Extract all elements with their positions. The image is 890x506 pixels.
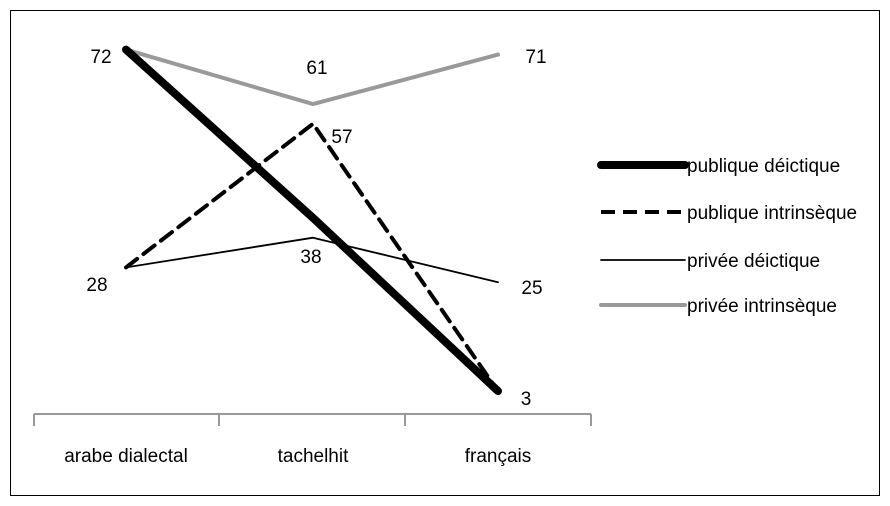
data-label: 28 (86, 275, 107, 296)
data-labels: 72 28 61 57 38 71 25 3 (86, 47, 546, 410)
series-line-0 (122, 45, 502, 396)
data-label: 71 (525, 47, 546, 68)
legend: publique déictique publique intrinsèque pr… (597, 156, 857, 317)
x-axis: arabe dialectal tachelhit français (33, 413, 592, 467)
series-line-1 (124, 121, 500, 394)
x-tick-label: tachelhit (278, 446, 349, 467)
series-line-2 (125, 236, 499, 284)
series-lines (122, 45, 502, 396)
x-tick-label: français (465, 446, 532, 467)
line-chart: arabe dialectal tachelhit français 72 28 61 5… (33, 45, 857, 467)
legend-label: privée intrinsèque (687, 296, 837, 317)
chart-frame: arabe dialectal tachelhit français 72 28 61 5… (10, 10, 880, 496)
data-label: 72 (90, 47, 111, 68)
legend-label: publique intrinsèque (687, 203, 857, 224)
legend-label: privée déictique (687, 251, 820, 272)
data-label: 3 (521, 389, 532, 410)
series-line-3 (124, 47, 500, 107)
x-tick-label: arabe dialectal (64, 446, 188, 467)
data-label: 25 (521, 278, 542, 299)
data-label: 57 (331, 127, 352, 148)
data-label: 38 (300, 247, 321, 268)
data-label: 61 (306, 58, 327, 79)
legend-label: publique déictique (687, 156, 840, 177)
